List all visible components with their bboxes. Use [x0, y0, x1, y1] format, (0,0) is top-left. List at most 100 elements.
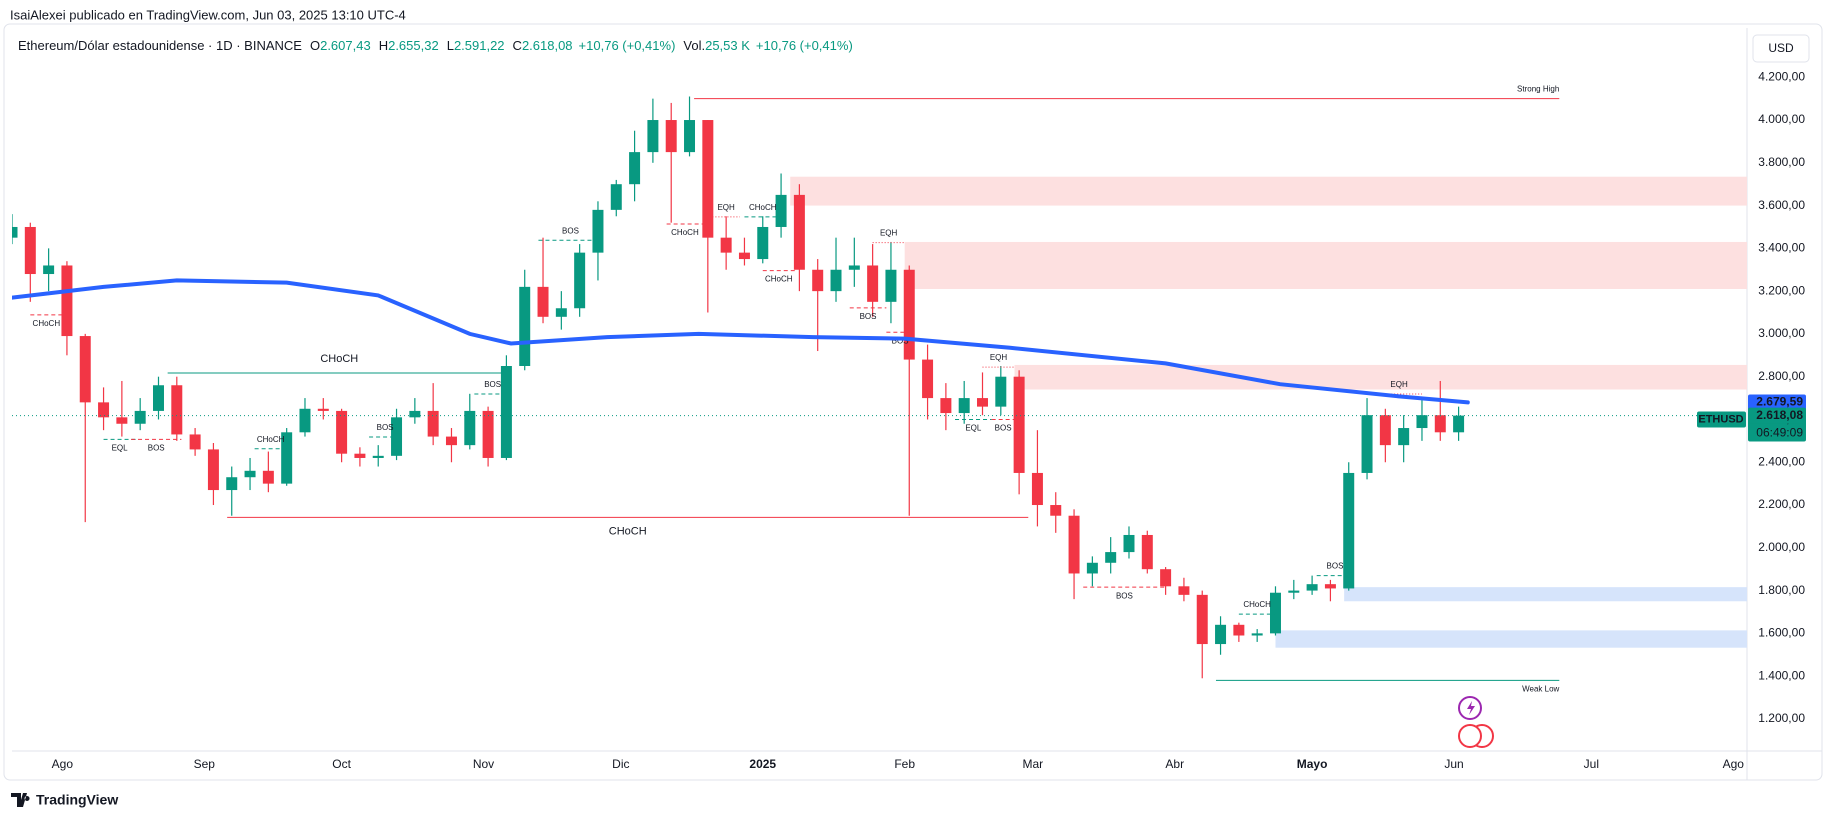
- structure-label: CHoCH: [609, 525, 647, 537]
- candle-body: [738, 252, 750, 260]
- candle-body: [1379, 415, 1391, 446]
- candle-body: [427, 410, 439, 437]
- candle-body: [1105, 552, 1117, 563]
- symbol: Ethereum/Dólar estadounidense · 1D · BIN…: [18, 38, 302, 53]
- candle-body: [537, 286, 549, 317]
- currency[interactable]: USD: [1768, 41, 1794, 55]
- candle-body: [1288, 590, 1300, 593]
- candle-body: [207, 449, 219, 491]
- candle-body: [43, 265, 55, 275]
- x-tick-label: Mayo: [1297, 757, 1328, 771]
- candle-body: [281, 432, 293, 484]
- candle-body: [1361, 415, 1373, 473]
- candle-body: [482, 410, 494, 458]
- candle-body: [1141, 534, 1153, 570]
- candle-body: [1398, 428, 1410, 446]
- y-tick-label: 2.200,00: [1758, 497, 1805, 511]
- structure-label: EQL: [965, 424, 982, 433]
- candle-body: [134, 410, 146, 424]
- candle-body: [372, 455, 384, 458]
- quote-value: 2.655,32: [388, 38, 439, 53]
- candle-body: [1196, 594, 1208, 645]
- structure-label: CHoCH: [1243, 600, 1271, 609]
- candle-body: [299, 408, 311, 433]
- event-icon[interactable]: [1458, 724, 1482, 748]
- candle-body: [684, 120, 696, 153]
- zone: [1014, 364, 1747, 390]
- candle-body: [317, 408, 329, 411]
- candle-body: [629, 152, 641, 185]
- candle-body: [903, 269, 915, 360]
- candle-body: [336, 410, 348, 454]
- x-tick-label: Feb: [894, 757, 915, 771]
- candle-body: [1251, 633, 1263, 636]
- y-tick-label: 3.800,00: [1758, 155, 1805, 169]
- candle-body: [1233, 624, 1245, 636]
- candle-body: [116, 417, 128, 424]
- candle-body: [830, 269, 842, 292]
- symbol-badge-label: ETHUSD: [1698, 413, 1743, 425]
- structure-label: BOS: [995, 424, 1012, 433]
- candle-body: [226, 477, 238, 491]
- candle-body: [1269, 592, 1281, 634]
- candle-body: [1416, 415, 1428, 429]
- candle-body: [1160, 569, 1172, 587]
- plot-area: Strong High Weak Low CHoCH CHoCH CHoCH EQL BOS…: [12, 85, 1747, 694]
- candle-body: [958, 398, 970, 414]
- volume-change: +10,76 (+0,41%): [756, 38, 853, 53]
- structure-label: BOS: [562, 226, 579, 235]
- x-tick-label: Mar: [1023, 757, 1044, 771]
- zone: [790, 176, 1747, 206]
- structure-label: CHoCH: [33, 319, 61, 328]
- y-tick-label: 3.400,00: [1758, 241, 1805, 255]
- candle-body: [1306, 584, 1318, 591]
- structure-label: CHoCH: [671, 228, 699, 237]
- event-icon-bolt: [1467, 701, 1475, 715]
- x-tick-label: Ago: [1723, 757, 1745, 771]
- candle-body: [391, 417, 403, 456]
- candle-body: [409, 410, 421, 418]
- quote-value: 2.618,08: [522, 38, 573, 53]
- candle-body: [555, 308, 567, 317]
- candle-body: [610, 184, 622, 210]
- structure-label: BOS: [1327, 562, 1344, 571]
- y-tick-label: 1.800,00: [1758, 583, 1805, 597]
- candle-body: [262, 470, 274, 484]
- y-tick-label: 1.400,00: [1758, 668, 1805, 682]
- last-price-badge: [1748, 407, 1806, 424]
- structure-label: Weak Low: [1522, 685, 1559, 694]
- candle-body: [445, 436, 457, 446]
- x-tick-label: Jun: [1444, 757, 1463, 771]
- candle-body: [812, 269, 824, 292]
- quote-value: 2.607,43: [320, 38, 371, 53]
- candle-body: [592, 209, 604, 253]
- structure-label: CHoCH: [320, 353, 358, 365]
- candle-body: [665, 120, 677, 153]
- candle-body: [519, 286, 531, 366]
- structure-label: CHoCH: [257, 435, 285, 444]
- event-icons: [1458, 696, 1494, 748]
- candle-body: [867, 265, 879, 302]
- candle-body: [1050, 505, 1062, 516]
- x-tick-label: Jul: [1584, 757, 1599, 771]
- countdown: 06:49:09: [1756, 426, 1803, 440]
- candle-body: [500, 366, 512, 458]
- y-tick-label: 2.000,00: [1758, 540, 1805, 554]
- candle-body: [1031, 472, 1043, 506]
- candle-body: [1086, 562, 1098, 574]
- currency-button[interactable]: [1752, 34, 1810, 63]
- structure-label: BOS: [1116, 591, 1133, 600]
- x-tick-label: Abr: [1165, 757, 1184, 771]
- brand: TradingView: [36, 792, 118, 808]
- candle-body: [574, 252, 586, 309]
- candle-body: [995, 376, 1007, 407]
- moving-average: [12, 278, 1470, 405]
- candle-body: [1324, 584, 1336, 589]
- structure-label: BOS: [148, 443, 165, 452]
- candle-body: [1453, 415, 1465, 433]
- candle-body: [1013, 376, 1025, 473]
- x-tick-label: Ago: [52, 757, 74, 771]
- structure-label: CHoCH: [765, 275, 793, 284]
- candle-body: [24, 226, 36, 275]
